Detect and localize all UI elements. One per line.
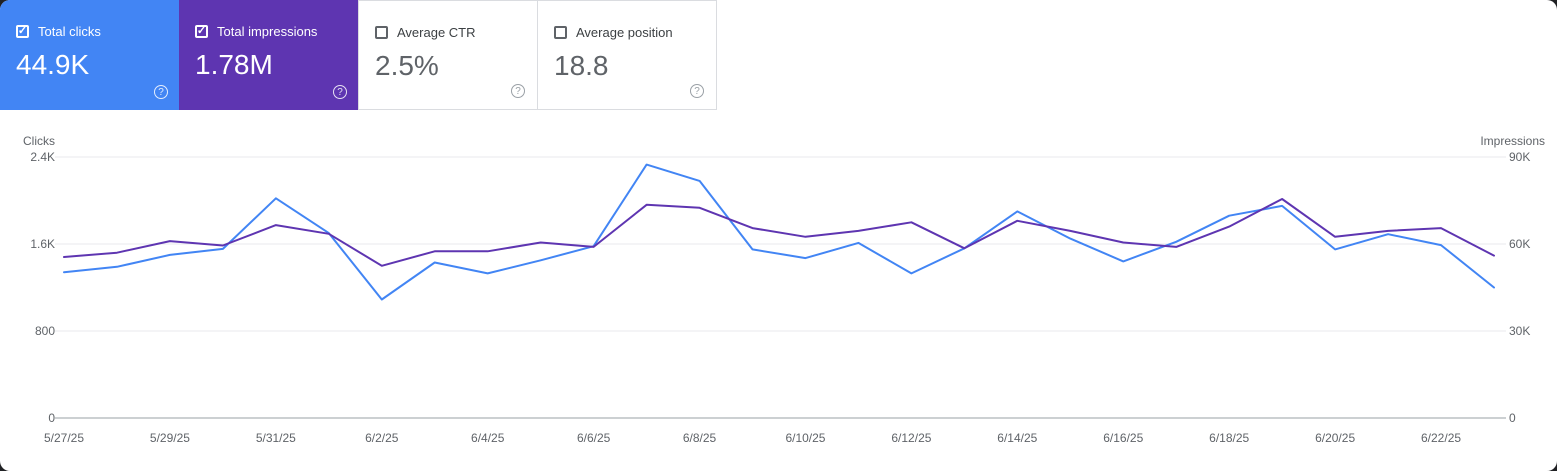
metric-card-average-position[interactable]: Average position 18.8 bbox=[537, 0, 717, 110]
right-tick-label: 60K bbox=[1509, 237, 1531, 251]
x-tick-label: 6/2/25 bbox=[365, 431, 399, 445]
average-ctr-checkbox[interactable] bbox=[375, 26, 388, 39]
total-clicks-value: 44.9K bbox=[16, 49, 90, 80]
help-icon[interactable] bbox=[154, 85, 168, 99]
average-position-value: 18.8 bbox=[554, 50, 609, 81]
metric-card-total-clicks[interactable]: Total clicks 44.9K bbox=[0, 0, 180, 110]
left-tick-label: 2.4K bbox=[30, 150, 55, 164]
x-tick-label: 6/20/25 bbox=[1315, 431, 1356, 445]
metric-card-average-ctr[interactable]: Average CTR 2.5% bbox=[358, 0, 538, 110]
help-icon[interactable] bbox=[333, 85, 347, 99]
x-tick-label: 6/18/25 bbox=[1209, 431, 1250, 445]
right-tick-label: 0 bbox=[1509, 411, 1516, 425]
x-tick-label: 6/4/25 bbox=[471, 431, 505, 445]
x-tick-label: 6/8/25 bbox=[682, 431, 717, 445]
average-ctr-value: 2.5% bbox=[375, 50, 439, 81]
series-line-clicks bbox=[63, 163, 1495, 301]
average-position-checkbox[interactable] bbox=[554, 26, 567, 39]
right-axis-title: Impressions bbox=[1480, 134, 1545, 148]
left-tick-label: 1.6K bbox=[30, 237, 55, 251]
series-line-impressions bbox=[63, 198, 1495, 267]
x-tick-label: 5/27/25 bbox=[43, 431, 85, 445]
x-tick-label: 5/29/25 bbox=[149, 431, 190, 445]
total-impressions-value: 1.78M bbox=[195, 49, 273, 80]
left-axis-title: Clicks bbox=[23, 134, 55, 148]
x-tick-label: 6/14/25 bbox=[997, 431, 1038, 445]
total-impressions-checkbox[interactable] bbox=[195, 25, 208, 38]
metric-card-total-impressions[interactable]: Total impressions 1.78M bbox=[179, 0, 359, 110]
metric-card-label: Average position bbox=[576, 25, 673, 40]
x-tick-label: 6/12/25 bbox=[891, 431, 932, 445]
help-icon[interactable] bbox=[511, 84, 525, 98]
total-clicks-checkbox[interactable] bbox=[16, 25, 29, 38]
metric-card-label: Total clicks bbox=[38, 24, 101, 39]
metric-card-label: Total impressions bbox=[217, 24, 318, 39]
right-tick-label: 30K bbox=[1509, 324, 1531, 338]
x-tick-label: 6/16/25 bbox=[1103, 431, 1144, 445]
metric-card-label: Average CTR bbox=[397, 25, 476, 40]
x-tick-label: 6/22/25 bbox=[1421, 431, 1462, 445]
help-icon[interactable] bbox=[690, 84, 704, 98]
x-tick-label: 6/6/25 bbox=[576, 431, 611, 445]
left-tick-label: 0 bbox=[48, 411, 55, 425]
metrics-cards-row: Total clicks 44.9K Total impressions 1.7… bbox=[0, 0, 717, 110]
x-tick-label: 5/31/25 bbox=[255, 431, 296, 445]
left-tick-label: 800 bbox=[34, 324, 55, 338]
x-tick-label: 6/10/25 bbox=[785, 431, 826, 445]
right-tick-label: 90K bbox=[1509, 150, 1531, 164]
